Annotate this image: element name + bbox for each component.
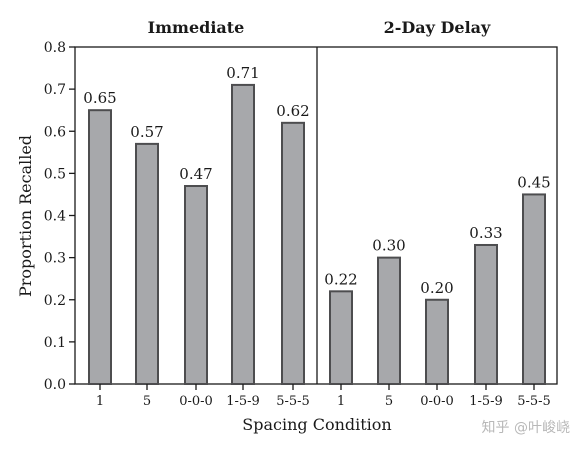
data-label: 0.57 xyxy=(130,123,163,141)
data-label: 0.45 xyxy=(517,173,550,191)
y-tick-label: 0.8 xyxy=(44,40,66,56)
x-tick-label: 1-5-9 xyxy=(226,394,260,409)
y-tick-label: 0.3 xyxy=(44,251,66,267)
y-tick-label: 0.4 xyxy=(44,209,66,225)
x-tick-label: 5-5-5 xyxy=(517,394,551,409)
bar xyxy=(377,256,401,385)
x-tick-label: 5-5-5 xyxy=(276,394,310,409)
x-axis-label: Spacing Condition xyxy=(242,415,391,434)
y-axis: 0.0 0.1 0.2 0.3 0.4 0.5 0.6 0.7 0.8 xyxy=(44,40,75,393)
watermark: 知乎 @叶峻峣 xyxy=(482,419,570,436)
bar xyxy=(474,243,498,385)
y-tick-label: 0.0 xyxy=(44,377,66,393)
x-tick-label: 1-5-9 xyxy=(469,394,503,409)
data-label: 0.71 xyxy=(226,64,259,82)
bar xyxy=(88,109,112,385)
data-label: 0.47 xyxy=(179,165,212,183)
data-label: 0.65 xyxy=(83,89,116,107)
panel-immediate: Immediate 0.65 1 0.57 5 0.47 0-0-0 0.71 1-5-9 0.6… xyxy=(83,18,310,409)
y-tick-label: 0.6 xyxy=(44,124,66,140)
data-label: 0.20 xyxy=(420,279,453,297)
bar xyxy=(522,193,546,385)
x-tick-label: 1 xyxy=(96,394,104,409)
y-tick-label: 0.7 xyxy=(44,82,66,98)
data-label: 0.22 xyxy=(324,270,357,288)
data-label: 0.33 xyxy=(469,224,502,242)
bar xyxy=(184,185,208,385)
chart-panels: Immediate 0.65 1 0.57 5 0.47 0-0-0 0.71 1-5-9 0.6… xyxy=(83,18,551,409)
bar xyxy=(329,290,353,386)
data-label: 0.62 xyxy=(276,102,309,120)
x-tick-label: 1 xyxy=(337,394,345,409)
x-tick-label: 0-0-0 xyxy=(179,394,213,409)
bar xyxy=(231,83,255,385)
bar xyxy=(281,121,305,385)
panel-title: 2-Day Delay xyxy=(384,18,491,37)
x-tick-label: 5 xyxy=(143,394,151,409)
y-tick-label: 0.1 xyxy=(44,335,66,351)
x-tick-label: 5 xyxy=(385,394,393,409)
data-label: 0.30 xyxy=(372,237,405,255)
x-tick-label: 0-0-0 xyxy=(420,394,454,409)
y-tick-label: 0.5 xyxy=(44,166,66,182)
panel-title: Immediate xyxy=(148,18,245,37)
y-tick-label: 0.2 xyxy=(44,293,66,309)
bar xyxy=(135,142,159,385)
y-axis-label: Proportion Recalled xyxy=(16,135,35,297)
bar xyxy=(425,298,449,385)
panel-delay: 2-Day Delay 0.22 1 0.30 5 0.20 0-0-0 0.33 1-5-9 0… xyxy=(324,18,551,409)
